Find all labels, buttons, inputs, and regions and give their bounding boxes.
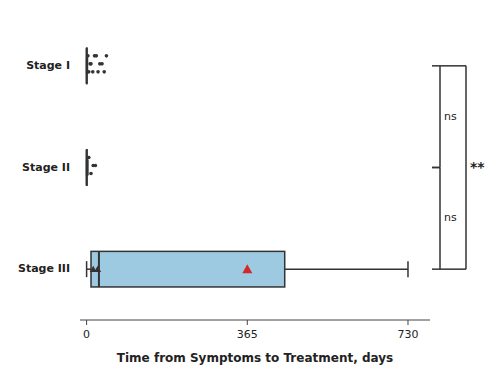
x-axis-label: Time from Symptoms to Treatment, days	[117, 351, 393, 365]
whisker-cap	[86, 261, 88, 277]
annotation: ns	[444, 110, 457, 123]
annotation: ns	[444, 211, 457, 224]
x-tick	[407, 320, 408, 325]
bracket-arm	[432, 167, 440, 169]
outlier	[94, 164, 98, 168]
whisker-cap	[407, 261, 409, 277]
chart: 0 365 730 Time from Symptoms to Treatment, …	[0, 0, 500, 381]
outlier	[87, 70, 91, 74]
category-label: Stage I	[26, 59, 70, 72]
category-label: Stage II	[22, 161, 70, 174]
median	[86, 150, 88, 186]
x-tick-label: 365	[237, 328, 258, 341]
median	[86, 48, 88, 84]
outlier	[89, 172, 93, 176]
x-tick-label: 730	[397, 328, 418, 341]
outlier	[88, 62, 92, 66]
category-label: Stage III	[18, 262, 70, 275]
box	[91, 251, 285, 287]
x-axis-line	[80, 320, 430, 321]
bracket-arm	[432, 167, 440, 169]
bracket-line	[465, 66, 467, 269]
bracket-arm	[432, 268, 440, 270]
outlier	[96, 70, 100, 74]
x-tick	[247, 320, 248, 325]
outlier	[87, 156, 91, 160]
outlier	[102, 70, 106, 74]
x-tick-label: 0	[83, 328, 90, 341]
bracket	[432, 66, 440, 168]
annotation: **	[470, 159, 485, 175]
outlier	[100, 62, 104, 66]
bracket	[432, 168, 440, 270]
bracket-arm	[432, 65, 440, 67]
whisker	[285, 268, 408, 270]
background	[0, 0, 500, 381]
mean	[242, 264, 252, 273]
outlier	[86, 54, 90, 58]
box	[86, 48, 88, 84]
bracket-arm	[440, 268, 466, 270]
x-tick	[86, 320, 87, 325]
bracket	[440, 66, 466, 269]
bracket-line	[439, 66, 441, 168]
outlier	[94, 54, 98, 58]
bracket-line	[439, 168, 441, 270]
box	[86, 150, 88, 186]
outlier	[105, 54, 109, 58]
plot-area	[86, 48, 408, 287]
bracket-arm	[440, 65, 466, 67]
outlier	[89, 62, 93, 66]
outlier	[94, 266, 101, 272]
outlier	[91, 70, 95, 74]
